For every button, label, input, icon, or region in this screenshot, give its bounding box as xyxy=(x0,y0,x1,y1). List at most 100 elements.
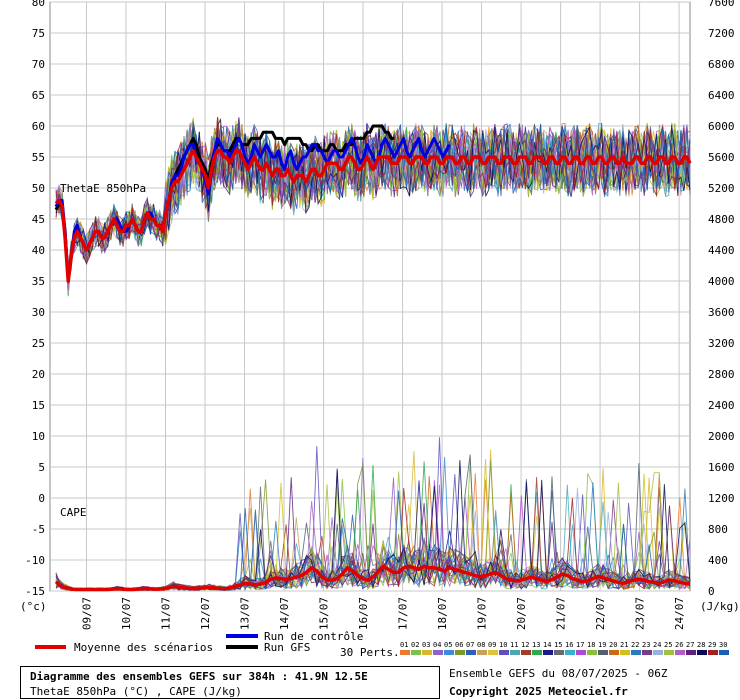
left-tick-label: -5 xyxy=(32,523,45,536)
run-credit: Ensemble GEFS du 08/07/2025 - 06Z xyxy=(449,667,668,680)
right-tick-label: 4800 xyxy=(708,213,735,226)
right-tick-label: 7600 xyxy=(708,0,735,9)
member-03-swatch xyxy=(422,650,432,655)
member-24-label: 24 xyxy=(653,641,661,649)
member-28-label: 28 xyxy=(697,641,705,649)
x-tick-label: 16/07 xyxy=(357,597,370,630)
member-20-swatch xyxy=(609,650,619,655)
right-tick-label: 5200 xyxy=(708,182,735,195)
member-27-thetae-line xyxy=(55,118,691,276)
member-17-label: 17 xyxy=(576,641,584,649)
footer-box: Diagramme des ensembles GEFS sur 384h : … xyxy=(20,666,440,699)
x-axis-labels: 09/07 10/07 11/07 12/07 13/07 14/07 15/07 16/07… xyxy=(81,597,687,630)
member-15-swatch xyxy=(554,650,564,655)
member-color-legend: 01 02 03 04 05 06 07 08 09 10 11 12 13 14 15 16 17 18 19 20… xyxy=(400,641,729,655)
copyright: Copyright 2025 Meteociel.fr xyxy=(449,685,628,698)
member-28-swatch xyxy=(697,650,707,655)
member-19-label: 19 xyxy=(598,641,606,649)
right-tick-label: 6400 xyxy=(708,89,735,102)
legend-gfs-label: Run GFS xyxy=(264,641,310,654)
x-tick-label: 10/07 xyxy=(120,597,133,630)
right-tick-label: 3600 xyxy=(708,306,735,319)
x-tick-label: 22/07 xyxy=(594,597,607,630)
right-tick-label: 1200 xyxy=(708,492,735,505)
x-tick-label: 19/07 xyxy=(476,597,489,630)
member-21-label: 21 xyxy=(620,641,628,649)
x-tick-label: 13/07 xyxy=(239,597,252,630)
x-tick-label: 11/07 xyxy=(160,597,173,630)
mean-cape-line xyxy=(54,564,691,592)
member-21-thetae-line xyxy=(55,125,691,272)
left-tick-label: 5 xyxy=(38,461,45,474)
member-01-label: 01 xyxy=(400,641,408,649)
right-tick-label: 6800 xyxy=(708,58,735,71)
member-17-swatch xyxy=(576,650,586,655)
left-tick-label: 15 xyxy=(32,399,45,412)
x-tick-label: 18/07 xyxy=(436,597,449,630)
member-23-swatch xyxy=(642,650,652,655)
plot-area xyxy=(49,1,691,592)
legend-mean-label: Moyenne des scénarios xyxy=(74,641,213,654)
member-04-label: 04 xyxy=(433,641,441,649)
left-tick-label: 80 xyxy=(32,0,45,9)
left-tick-label: 65 xyxy=(32,89,45,102)
member-16-swatch xyxy=(565,650,575,655)
member-27-label: 27 xyxy=(686,641,694,649)
member-09-label: 09 xyxy=(488,641,496,649)
member-30-label: 30 xyxy=(719,641,727,649)
member-22-swatch xyxy=(631,650,641,655)
right-unit: (J/kg) xyxy=(700,600,740,613)
right-tick-label: 800 xyxy=(708,523,728,536)
member-08-swatch xyxy=(477,650,487,655)
x-tick-label: 14/07 xyxy=(278,597,291,630)
member-27-swatch xyxy=(686,650,696,655)
member-25-label: 25 xyxy=(664,641,672,649)
member-08-label: 08 xyxy=(477,641,485,649)
left-tick-label: 25 xyxy=(32,337,45,350)
member-14-label: 14 xyxy=(543,641,551,649)
member-24-swatch xyxy=(653,650,663,655)
left-tick-label: 30 xyxy=(32,306,45,319)
legend-control-label: Run de contrôle xyxy=(264,630,363,643)
chart-title: Diagramme des ensembles GEFS sur 384h : … xyxy=(30,670,368,683)
left-tick-label: 0 xyxy=(38,492,45,505)
left-tick-label: 35 xyxy=(32,275,45,288)
right-tick-label: 2800 xyxy=(708,368,735,381)
left-unit: (°c) xyxy=(20,600,47,613)
member-12-swatch xyxy=(521,650,531,655)
member-12-label: 12 xyxy=(521,641,529,649)
member-30-thetae-line xyxy=(55,122,691,273)
right-tick-label: 2400 xyxy=(708,399,735,412)
x-tick-label: 15/07 xyxy=(318,597,331,630)
right-tick-label: 5600 xyxy=(708,151,735,164)
member-03-label: 03 xyxy=(422,641,430,649)
control-thetae-line xyxy=(54,136,451,283)
member-22-label: 22 xyxy=(631,641,639,649)
member-18-label: 18 xyxy=(587,641,595,649)
member-06-swatch xyxy=(455,650,465,655)
panel-label-thetae: ThetaE 850hPa xyxy=(60,182,146,195)
panel-label-cape: CAPE xyxy=(60,506,87,519)
member-11-swatch xyxy=(510,650,520,655)
right-tick-label: 6000 xyxy=(708,120,735,133)
right-tick-label: 2000 xyxy=(708,430,735,443)
right-tick-label: 400 xyxy=(708,554,728,567)
member-18-swatch xyxy=(587,650,597,655)
member-29-label: 29 xyxy=(708,641,716,649)
member-07-label: 07 xyxy=(466,641,474,649)
member-23-label: 23 xyxy=(642,641,650,649)
left-tick-label: 50 xyxy=(32,182,45,195)
right-tick-label: 1600 xyxy=(708,461,735,474)
member-16-label: 16 xyxy=(565,641,573,649)
left-tick-label: 45 xyxy=(32,213,45,226)
left-tick-label: 75 xyxy=(32,27,45,40)
chart-subtitle: ThetaE 850hPa (°C) , CAPE (J/kg) xyxy=(30,685,242,698)
member-02-label: 02 xyxy=(411,641,419,649)
member-05-swatch xyxy=(444,650,454,655)
member-06-label: 06 xyxy=(455,641,463,649)
member-01-swatch xyxy=(400,650,410,655)
member-30-swatch xyxy=(719,650,729,655)
right-tick-label: 3200 xyxy=(708,337,735,350)
left-tick-label: 60 xyxy=(32,120,45,133)
right-axis-ticks: 7600720068006400600056005200480044004000… xyxy=(708,0,735,598)
